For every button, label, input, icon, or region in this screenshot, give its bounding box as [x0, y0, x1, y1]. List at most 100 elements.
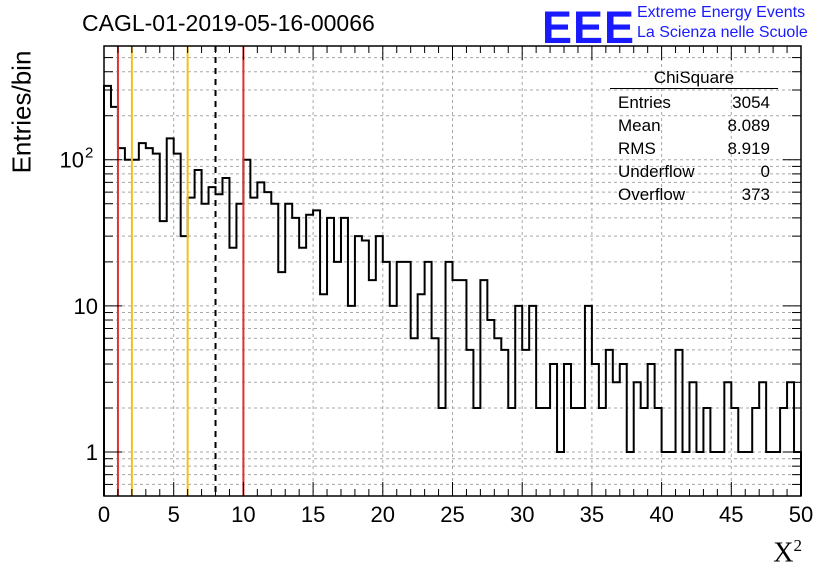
histogram-bin [473, 408, 480, 496]
histogram-bin [174, 154, 181, 496]
histogram-bin [195, 170, 202, 496]
histogram-bin [766, 452, 773, 496]
histogram-bin [773, 452, 780, 496]
histogram-bin [411, 338, 418, 496]
histogram-bin [250, 198, 257, 496]
histogram-bin [752, 408, 759, 496]
histogram-bin [229, 248, 236, 496]
stats-divider [610, 88, 778, 89]
histogram-bin [292, 218, 299, 496]
histogram-bin [376, 236, 383, 496]
histogram-bin [529, 306, 536, 496]
histogram-bin [662, 452, 669, 496]
histogram-bin [202, 204, 209, 496]
x-axis-label-superscript: 2 [793, 536, 803, 555]
x-tick-label: 30 [510, 502, 534, 527]
histogram-bin [216, 194, 223, 496]
histogram-bin [264, 192, 271, 496]
histogram-bin [592, 364, 599, 496]
histogram-bin [550, 364, 557, 496]
histogram-bin [209, 187, 216, 496]
histogram-bin [327, 218, 334, 496]
histogram-bin [153, 154, 160, 496]
stats-label: Overflow [618, 185, 686, 204]
histogram-bin [738, 452, 745, 496]
histogram-bin [613, 382, 620, 496]
histogram-bin [745, 452, 752, 496]
histogram-bin [453, 280, 460, 496]
x-tick-label: 50 [789, 502, 813, 527]
histogram-bin [696, 452, 703, 496]
histogram-bin [676, 350, 683, 496]
histogram-bin [118, 148, 125, 496]
histogram-bin [564, 364, 571, 496]
y-tick-label: 1 [86, 440, 98, 465]
histogram-bin [689, 382, 696, 496]
histogram-bin [418, 294, 425, 496]
histogram-bin [446, 262, 453, 496]
histogram-bin [334, 262, 341, 496]
histogram-bin [285, 204, 292, 496]
histogram-bin [222, 178, 229, 496]
histogram-bin [181, 236, 188, 496]
histogram-bin [515, 306, 522, 496]
histogram-bin [655, 408, 662, 496]
logo-tagline-2: La Scienza nelle Scuole [637, 24, 808, 41]
stats-row-rms: RMS 8.919 [610, 137, 778, 160]
histogram-bin [390, 306, 397, 496]
histogram-bin [132, 160, 139, 496]
histogram-bin [508, 408, 515, 496]
histogram-bin [585, 306, 592, 496]
histogram-bin [717, 452, 724, 496]
x-tick-label: 40 [649, 502, 673, 527]
y-tick-label: 10 [60, 148, 84, 173]
stats-label: RMS [618, 139, 656, 158]
x-tick-label: 0 [98, 502, 110, 527]
histogram-bin [787, 382, 794, 496]
histogram-bin [257, 182, 264, 496]
histogram-bin [369, 280, 376, 496]
histogram-bin [146, 148, 153, 496]
histogram-bin [480, 280, 487, 496]
stats-label: Entries [618, 93, 671, 112]
stats-row-underflow: Underflow 0 [610, 160, 778, 183]
histogram-bin [188, 198, 195, 496]
x-tick-label: 10 [231, 502, 255, 527]
x-axis-label-base: X [773, 537, 794, 569]
histogram-bin [710, 452, 717, 496]
histogram-bin [313, 210, 320, 496]
stats-label: Underflow [618, 162, 695, 181]
stats-value: 8.089 [727, 116, 770, 135]
x-axis-label: X2 [773, 536, 802, 569]
logo-tagline-1: Extreme Energy Events [637, 4, 806, 21]
x-tick-label: 25 [440, 502, 464, 527]
histogram-bin [606, 350, 613, 496]
histogram-bin [634, 382, 641, 496]
histogram-bin [648, 364, 655, 496]
histogram-bin [571, 408, 578, 496]
histogram-bin [557, 452, 564, 496]
x-tick-labels: 0 5 10 15 20 25 30 35 40 45 50 [98, 502, 813, 527]
histogram-bin [536, 408, 543, 496]
histogram-bin [487, 320, 494, 496]
histogram-bin [703, 408, 710, 496]
histogram-bin [139, 143, 146, 496]
histogram-bin [522, 350, 529, 496]
histogram-bin [111, 107, 118, 496]
histogram-bin [362, 241, 369, 496]
histogram-bin [724, 382, 731, 496]
histogram-bin [348, 306, 355, 496]
histogram-bin [167, 138, 174, 496]
histogram-bin [425, 262, 432, 496]
histogram-bin [578, 408, 585, 496]
histogram-bin [404, 262, 411, 496]
y-tick-label-exponent: 2 [85, 145, 93, 162]
histogram-bin [160, 221, 167, 496]
histogram-bin [599, 408, 606, 496]
histogram-bin [683, 452, 690, 496]
histogram-bin [243, 160, 250, 496]
histogram-bin [543, 408, 550, 496]
histogram-bin [383, 262, 390, 496]
stats-value: 373 [741, 185, 770, 204]
